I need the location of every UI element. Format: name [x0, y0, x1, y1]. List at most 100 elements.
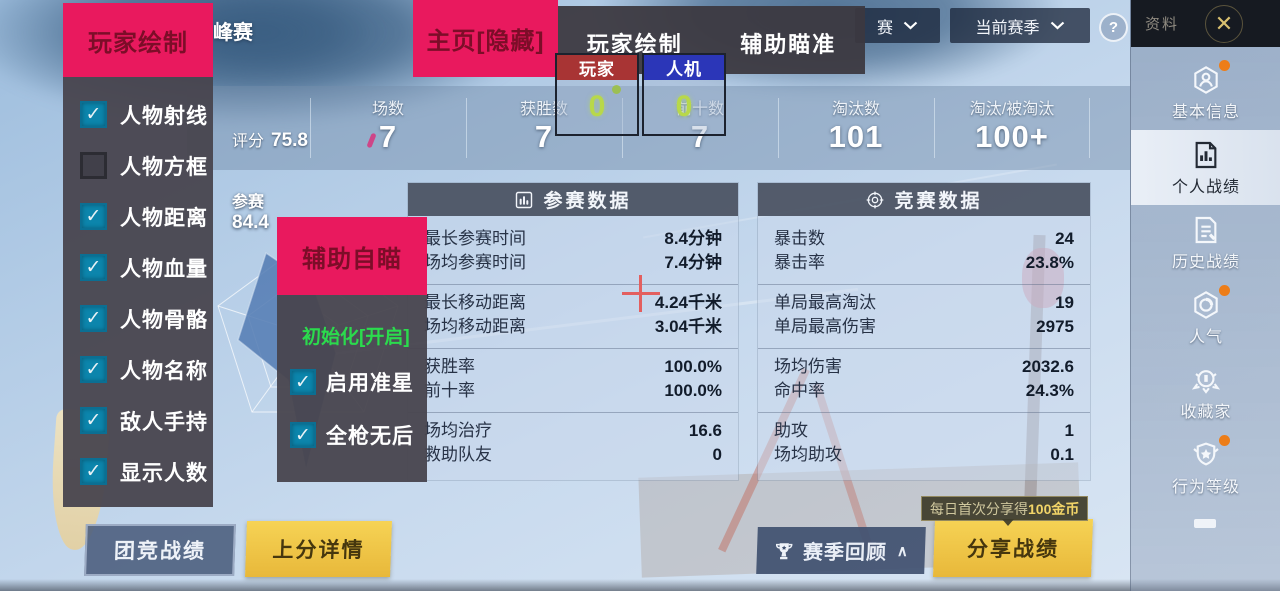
- sidebar-item-3[interactable]: 人气: [1131, 280, 1280, 355]
- season-dropdown[interactable]: 当前赛季: [950, 8, 1090, 43]
- help-icon[interactable]: ?: [1099, 13, 1128, 42]
- esp-item-2[interactable]: ✓ 人物距离: [63, 191, 213, 242]
- cheat-tab-1[interactable]: 辅助瞄准: [740, 32, 837, 57]
- stat-row-value: 7.4分钟: [664, 253, 722, 272]
- aim-init-status[interactable]: 初始化[开启]: [302, 327, 410, 348]
- stat-row-label: 场均助攻: [774, 445, 842, 464]
- stat-row-value: 0: [712, 445, 722, 464]
- sidebar-item-2[interactable]: 历史战绩: [1131, 205, 1280, 280]
- stat-row-label: 场均参赛时间: [424, 253, 526, 272]
- aim-item-0[interactable]: ✓ 启用准星: [277, 362, 427, 402]
- sidebar-item-4[interactable]: 收藏家: [1131, 355, 1280, 430]
- stat-value: 100+: [975, 119, 1049, 154]
- stat-row: 单局最高伤害 2975: [758, 315, 1090, 339]
- top-stats-columns: 场数 7 获胜数 7 前十数 7 淘汰数 101 淘汰/被淘汰 100+: [310, 86, 1090, 170]
- esp-item-0[interactable]: ✓ 人物射线: [63, 89, 213, 140]
- esp-checkbox-1[interactable]: [80, 152, 107, 179]
- stat-row-label: 场均移动距离: [424, 317, 526, 336]
- esp-item-label: 人物射线: [120, 104, 208, 128]
- bar-chart-icon: [514, 190, 534, 210]
- close-icon[interactable]: ✕: [1205, 4, 1244, 43]
- esp-item-label: 人物方框: [120, 155, 208, 179]
- esp-item-4[interactable]: ✓ 人物骨骼: [63, 293, 213, 344]
- home-hide-button[interactable]: 主页[隐藏]: [413, 0, 558, 77]
- esp-item-6[interactable]: ✓ 敌人手持: [63, 395, 213, 446]
- stat-row-value: 3.04千米: [654, 317, 722, 336]
- panel-rows: 最长参赛时间 8.4分钟 场均参赛时间 7.4分钟 最长移动距离 4.24千米 场均移动距离…: [408, 216, 738, 480]
- stat-column-2: 前十数 7: [622, 86, 778, 170]
- sidebar-item-5[interactable]: 行为等级: [1131, 430, 1280, 505]
- counter-value: 0: [675, 90, 693, 123]
- trophy-icon: [775, 542, 793, 559]
- stat-row-value: 2032.6: [1022, 357, 1074, 376]
- sidebar-header-label: 资料: [1145, 16, 1180, 33]
- counter-label: 人机: [644, 55, 724, 80]
- sidebar-header: 资料 ✕: [1131, 0, 1280, 47]
- panel-header: 参赛数据: [408, 183, 738, 216]
- stat-row-label: 场均伤害: [774, 357, 842, 376]
- season-review-button[interactable]: 赛季回顾 ∧: [756, 527, 926, 574]
- esp-item-1[interactable]: 人物方框: [63, 140, 213, 191]
- esp-checkbox-6[interactable]: ✓: [80, 407, 107, 434]
- panel-group: 单局最高淘汰 19 单局最高伤害 2975: [758, 284, 1090, 345]
- aim-panel-body: 初始化[开启] ✓ 启用准星 ✓ 全枪无后: [277, 295, 427, 482]
- stat-row-label: 场均治疗: [424, 421, 492, 440]
- crosshair-icon: [865, 190, 885, 210]
- notification-dot: [1219, 59, 1230, 71]
- esp-checkbox-0[interactable]: ✓: [80, 101, 107, 128]
- esp-item-label: 敌人手持: [120, 410, 208, 434]
- stat-row-value: 16.6: [688, 421, 722, 440]
- sidebar-nav: 基本信息 个人战绩历史战绩人气收藏家行为等级: [1131, 55, 1280, 505]
- stat-value: 7: [690, 119, 710, 154]
- cheat-tab-0[interactable]: 玩家绘制: [586, 32, 683, 57]
- season-review-label: 赛季回顾: [802, 542, 888, 564]
- stat-row: 获胜率 100.0%: [408, 355, 738, 379]
- mode-dropdown[interactable]: 赛: [855, 8, 940, 43]
- stat-row-value: 0.1: [1050, 445, 1074, 464]
- esp-item-5[interactable]: ✓ 人物名称: [63, 344, 213, 395]
- rank-details-button[interactable]: 上分详情: [245, 521, 392, 577]
- stat-row-label: 单局最高淘汰: [774, 293, 876, 312]
- team-record-button[interactable]: 团竞战绩: [84, 524, 236, 576]
- right-sidebar: 资料 ✕ 基本信息 个人战绩历史战绩人气收藏家行为等级: [1130, 0, 1280, 591]
- esp-checkbox-5[interactable]: ✓: [80, 356, 107, 383]
- share-reward-tooltip: 每日首次分享得 100金币: [921, 496, 1089, 521]
- chevron-down-icon: [903, 21, 918, 30]
- counter-box-0: 玩家 0: [555, 53, 639, 136]
- aim-item-1[interactable]: ✓ 全枪无后: [277, 415, 427, 455]
- esp-item-3[interactable]: ✓ 人物血量: [63, 242, 213, 293]
- aim-crosshair: [639, 275, 642, 312]
- aim-panel-title[interactable]: 辅助自瞄: [277, 217, 427, 295]
- stat-row-label: 助攻: [774, 421, 808, 440]
- popularity-icon: [1190, 284, 1230, 321]
- radar-score: 参赛 84.4: [232, 193, 269, 235]
- stat-row-label: 最长移动距离: [424, 293, 526, 312]
- esp-checkbox-4[interactable]: ✓: [80, 305, 107, 332]
- esp-panel-title[interactable]: 玩家绘制: [63, 3, 213, 77]
- stat-label: 前十数: [675, 101, 724, 118]
- aim-checkbox-1[interactable]: ✓: [290, 422, 316, 448]
- stat-row-label: 最长参赛时间: [424, 229, 526, 248]
- esp-checkbox-2[interactable]: ✓: [80, 203, 107, 230]
- sidebar-item-0[interactable]: 基本信息: [1131, 55, 1280, 130]
- aim-assist-panel: 辅助自瞄 初始化[开启] ✓ 启用准星 ✓ 全枪无后: [277, 217, 427, 482]
- sidebar-item-label: 历史战绩: [1171, 253, 1240, 271]
- stat-row: 场均参赛时间 7.4分钟: [408, 251, 738, 275]
- aim-item-label: 启用准星: [326, 372, 414, 395]
- tooltip-highlight: 100金币: [1028, 500, 1080, 517]
- esp-panel: 玩家绘制 ✓ 人物射线 人物方框 ✓ 人物距离 ✓ 人物血量 ✓ 人物骨骼 ✓ 人物名称 ✓ 敌人手持 ✓…: [63, 3, 213, 507]
- esp-checkbox-7[interactable]: ✓: [80, 458, 107, 485]
- aim-item-label: 全枪无后: [326, 425, 414, 448]
- sidebar-item-1[interactable]: 个人战绩: [1131, 130, 1280, 205]
- stat-row: 救助队友 0: [408, 443, 738, 467]
- tooltip-text: 每日首次分享得: [930, 500, 1028, 517]
- esp-item-7[interactable]: ✓ 显示人数: [63, 446, 213, 497]
- esp-checkbox-3[interactable]: ✓: [80, 254, 107, 281]
- sidebar-item-label: 收藏家: [1180, 403, 1232, 421]
- panel-group: 获胜率 100.0% 前十率 100.0%: [408, 348, 738, 409]
- profile-hex-icon: [1190, 59, 1230, 96]
- mode-dropdown-value: 赛: [876, 19, 893, 37]
- aim-checkbox-0[interactable]: ✓: [290, 369, 316, 395]
- esp-item-label: 人物名称: [120, 359, 208, 383]
